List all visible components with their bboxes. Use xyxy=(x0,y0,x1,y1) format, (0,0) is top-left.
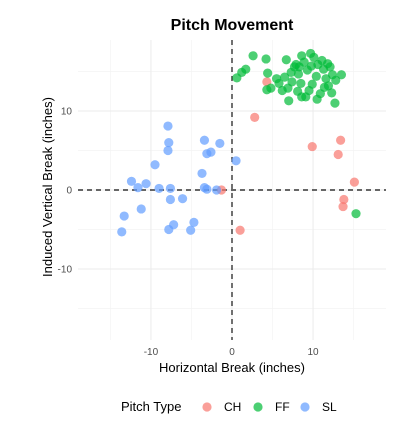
point-ff xyxy=(261,54,271,64)
point-sl xyxy=(169,220,179,230)
legend-key-ch xyxy=(202,402,212,412)
point-sl xyxy=(206,147,216,157)
y-axis-label: Induced Vertical Break (inches) xyxy=(40,97,55,277)
legend-key-ff xyxy=(253,402,263,412)
point-sl xyxy=(186,225,196,235)
y-tick-label: 10 xyxy=(61,107,73,118)
point-sl xyxy=(177,194,188,204)
point-ch xyxy=(307,141,317,152)
point-ff xyxy=(280,72,290,82)
point-sl xyxy=(164,138,174,148)
point-ff xyxy=(293,69,304,79)
point-sl xyxy=(163,145,173,156)
point-sl xyxy=(202,184,212,194)
reference-lines xyxy=(78,40,386,340)
point-ff xyxy=(325,62,335,72)
point-ch xyxy=(333,149,343,160)
point-ff xyxy=(312,94,322,104)
point-sl xyxy=(165,183,175,194)
point-sl xyxy=(231,156,241,166)
point-ff xyxy=(296,78,306,89)
point-sl xyxy=(199,135,210,145)
legend: Pitch Type CH FF SL xyxy=(121,399,337,414)
point-sl xyxy=(163,121,173,131)
data-points xyxy=(117,48,361,237)
point-sl xyxy=(119,211,129,221)
point-ff xyxy=(311,71,321,81)
legend-label-ff: FF xyxy=(275,400,290,414)
point-ff xyxy=(284,96,294,106)
y-tick-label: -10 xyxy=(58,264,73,275)
legend-label-ch: CH xyxy=(224,400,241,414)
point-ff xyxy=(299,57,309,67)
point-ff xyxy=(281,55,291,65)
point-sl xyxy=(154,183,164,194)
point-ff xyxy=(330,98,340,108)
point-sl xyxy=(136,204,146,214)
point-sl xyxy=(189,217,199,227)
point-ff xyxy=(248,51,258,61)
point-ff xyxy=(241,64,251,74)
point-ff xyxy=(331,75,341,85)
point-sl xyxy=(212,185,222,195)
point-ff xyxy=(271,74,282,84)
point-ch xyxy=(235,225,245,235)
point-sl xyxy=(150,160,160,170)
point-ff xyxy=(351,209,361,219)
point-ff xyxy=(263,68,273,78)
point-sl xyxy=(126,176,137,186)
point-sl xyxy=(133,183,143,193)
legend-title: Pitch Type xyxy=(121,399,181,414)
point-ff xyxy=(297,92,307,102)
point-ch xyxy=(336,135,346,145)
point-ch xyxy=(250,112,260,122)
point-sl xyxy=(165,194,175,205)
point-ff xyxy=(309,52,319,62)
point-ff xyxy=(321,74,331,84)
point-ff xyxy=(306,61,317,71)
y-tick-label: 0 xyxy=(66,186,72,197)
point-sl xyxy=(141,179,151,189)
legend-label-sl: SL xyxy=(322,400,337,414)
point-sl xyxy=(197,168,207,179)
point-ff xyxy=(323,81,334,91)
x-tick-label: 0 xyxy=(229,347,235,358)
point-sl xyxy=(117,227,127,237)
point-ff xyxy=(336,70,347,80)
chart-title: Pitch Movement xyxy=(171,17,294,34)
point-sl xyxy=(215,138,225,149)
x-axis-label: Horizontal Break (inches) xyxy=(159,360,305,375)
x-tick-label: -10 xyxy=(144,347,159,358)
point-ff xyxy=(327,88,337,98)
point-ch xyxy=(338,201,348,212)
point-ff xyxy=(277,85,287,96)
legend-key-sl xyxy=(300,402,310,412)
point-ch xyxy=(349,177,359,187)
tick-labels: -10 0 10 -10 0 10 xyxy=(58,107,320,358)
x-tick-label: 10 xyxy=(307,347,319,358)
point-ff xyxy=(262,85,272,95)
point-ch xyxy=(339,194,349,205)
